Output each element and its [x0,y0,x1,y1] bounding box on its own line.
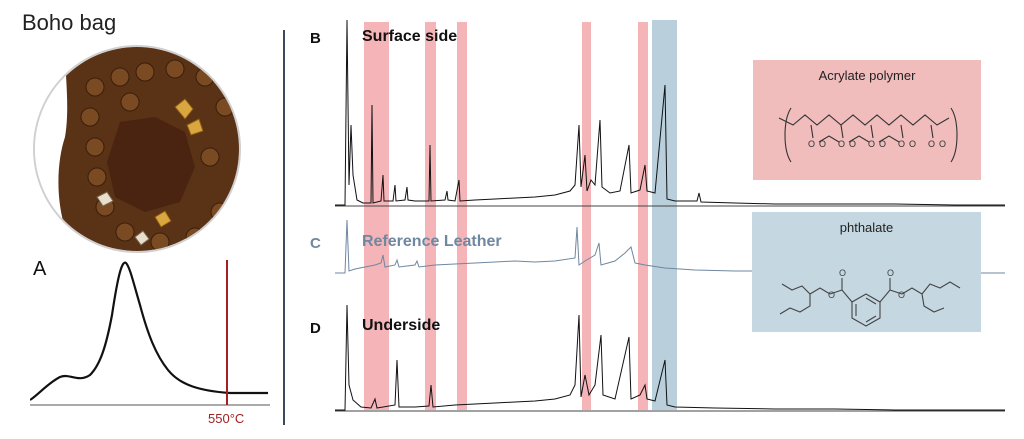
panel-a-label: A [33,258,47,280]
svg-text:O: O [939,139,946,149]
panel-c-label: C [310,235,321,252]
phthalate-box: phthalate O O O O [752,212,981,332]
acrylate-polymer-title: Acrylate polymer [818,68,916,83]
panel-d-label: D [310,320,321,337]
svg-text:O: O [828,290,835,300]
svg-text:O: O [808,139,815,149]
svg-text:O: O [849,139,856,149]
highlight-band-red [364,22,389,410]
highlight-band-red [425,22,436,410]
reference-leather-label: Reference Leather [362,233,502,250]
svg-text:O: O [838,139,845,149]
svg-text:O: O [879,139,886,149]
svg-text:O: O [868,139,875,149]
figure-title: Boho bag [22,10,117,35]
boho-bag-photo [33,45,241,253]
highlight-band-red [582,22,591,410]
svg-text:O: O [887,268,894,278]
underside-label: Underside [362,317,441,334]
highlight-band-red [638,22,648,410]
highlight-band-red [457,22,467,410]
svg-text:O: O [898,139,905,149]
panel-a-thermogram [30,260,270,406]
svg-text:O: O [819,139,826,149]
surface-side-label: Surface side [362,28,458,45]
svg-text:O: O [839,268,846,278]
trace-surface-side [335,19,1005,206]
phthalate-structure-diagram: O O O O [779,268,961,327]
svg-text:O: O [898,290,905,300]
panel-b-label: B [310,30,321,47]
temperature-marker-label: 550°C [208,411,245,426]
svg-text:O: O [909,139,916,149]
svg-text:O: O [928,139,935,149]
trace-underside [335,304,1005,411]
panel-divider [283,30,285,425]
phthalate-title: phthalate [839,220,894,235]
